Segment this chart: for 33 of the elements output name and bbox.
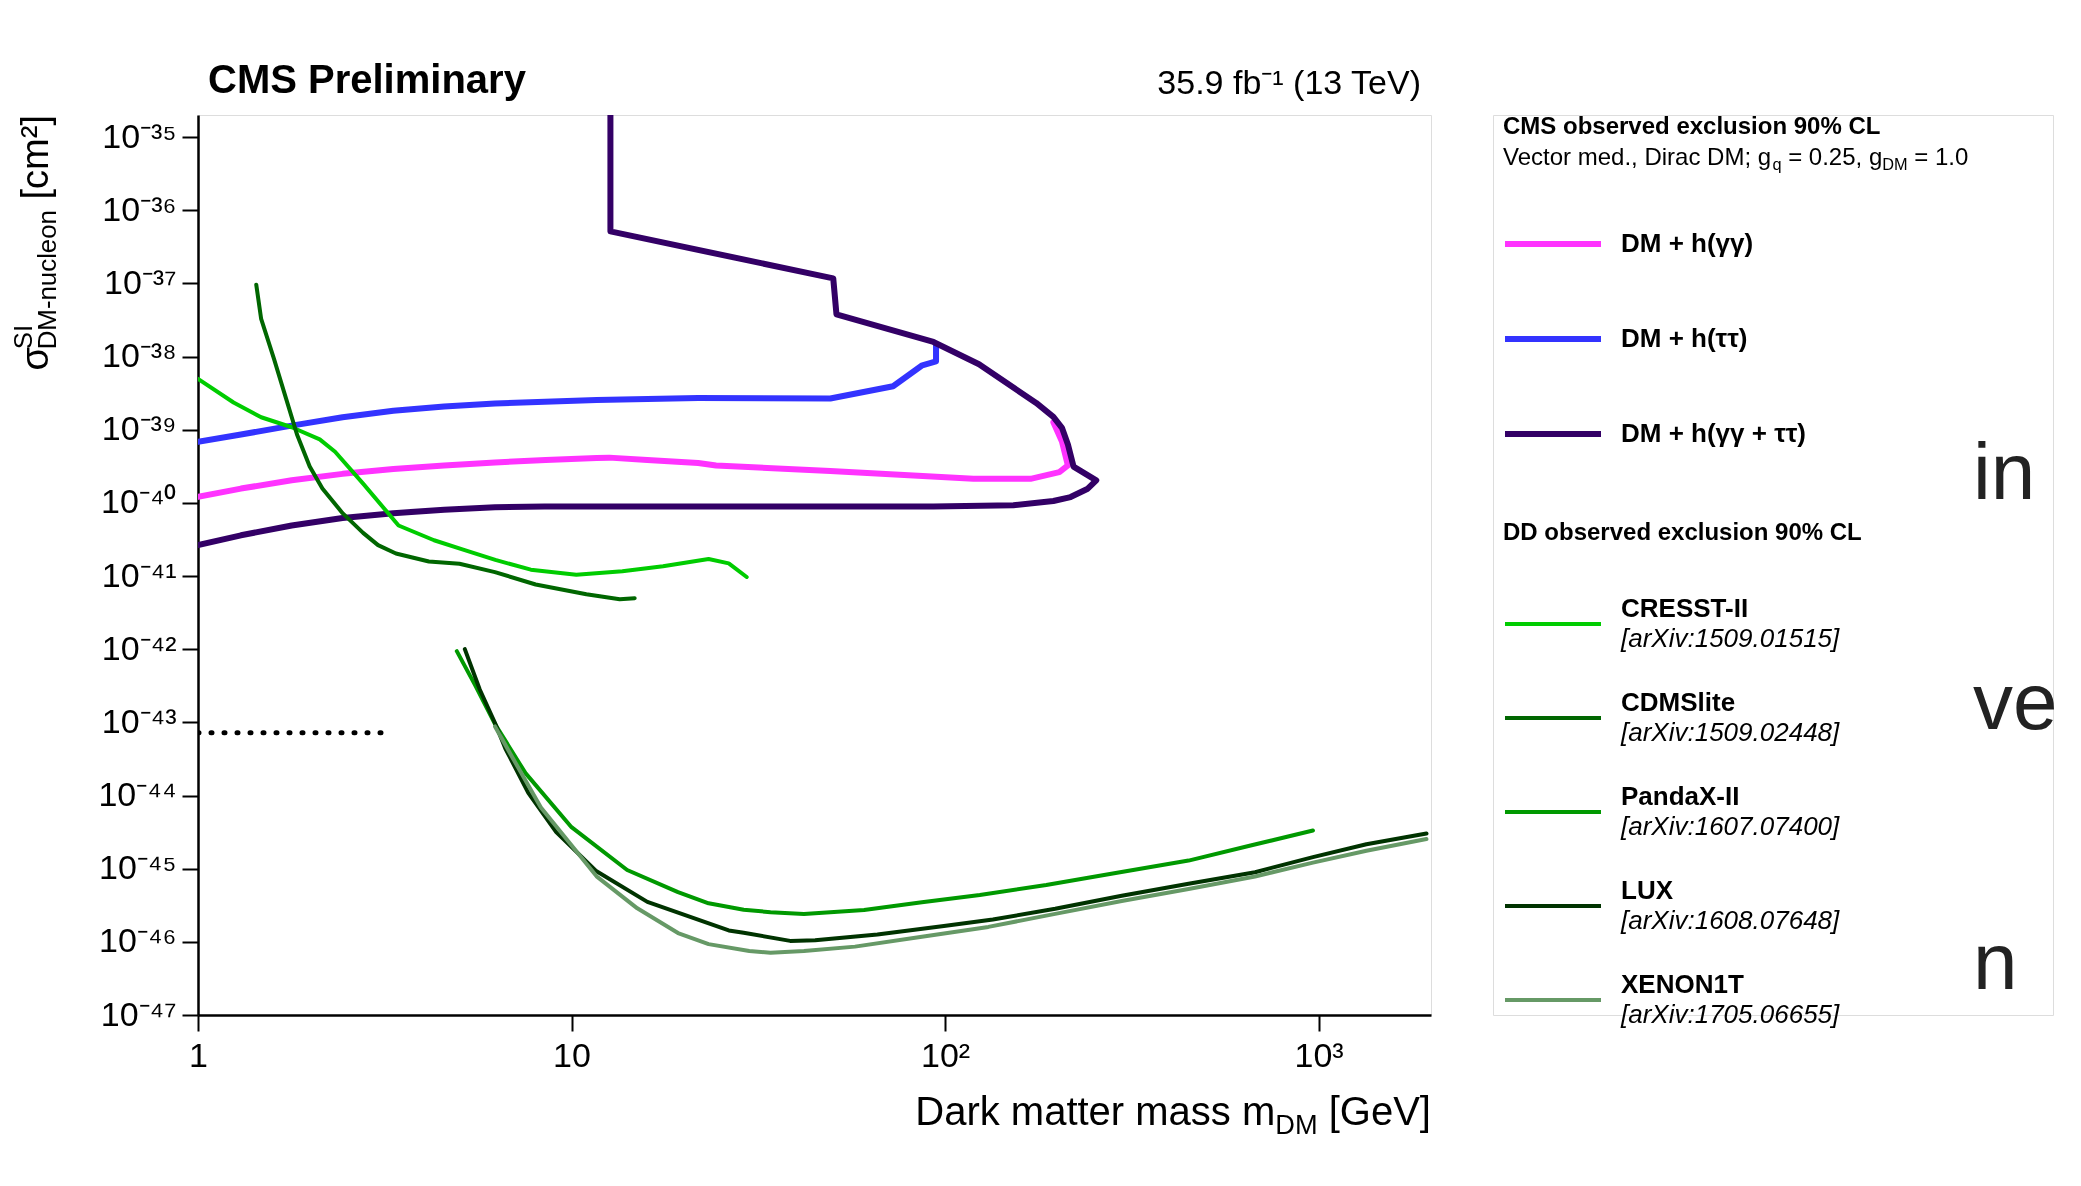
- text: in: [1973, 427, 2036, 516]
- y-tick-label: 10⁻³⁹: [101, 409, 177, 448]
- y-tick-label: 10⁻⁴²: [101, 628, 177, 667]
- legend-title: CMS observed exclusion 90% CL: [1503, 112, 1881, 139]
- legend-label: XENON1T [arXiv:1705.06655]: [1620, 969, 1841, 1029]
- legend-label: LUX [arXiv:1608.07648]: [1620, 875, 1841, 935]
- y-tick-label: 10⁻³⁸: [102, 336, 177, 375]
- legend-label: CDMSlite [arXiv:1509.02448]: [1620, 687, 1841, 747]
- y-tick-label: 10⁻⁴⁶: [99, 921, 177, 960]
- y-tick-label: 10⁻⁴⁴: [98, 775, 177, 814]
- legend-label: DM + h(ττ): [1621, 323, 1748, 353]
- x-tick-label: 10: [553, 1035, 591, 1074]
- y-axis-title: σSIDM-nucleon [cm²]: [9, 115, 62, 371]
- legend-label: DM + h(γγ + ττ): [1621, 418, 1807, 448]
- y-tick-label: 10⁻⁴⁵: [98, 848, 177, 887]
- text: DD observed exclusion 90% CL: [1503, 518, 1862, 545]
- y-tick-label: 10⁻⁴⁷: [100, 994, 177, 1033]
- legend-label: CRESST-II [arXiv:1509.01515]: [1620, 593, 1841, 653]
- y-tick-label: 10⁻⁴¹: [101, 555, 177, 594]
- chart-subtitle: 35.9 fb⁻¹ (13 TeV): [1157, 63, 1421, 101]
- x-tick-label: 1: [189, 1035, 208, 1074]
- x-tick-label: 10²: [920, 1035, 971, 1074]
- x-tick-label: 10³: [1294, 1035, 1344, 1074]
- legend-label: DM + h(γγ): [1621, 228, 1754, 258]
- y-tick-label: 10⁻³⁶: [102, 189, 177, 228]
- chart-title: CMS Preliminary: [208, 57, 527, 101]
- text: ve: [1973, 657, 2058, 746]
- y-tick-label: 10⁻³⁷: [104, 262, 177, 301]
- text: n: [1973, 917, 2018, 1006]
- y-tick-label: 10⁻⁴⁰: [101, 482, 177, 521]
- legend-label: PandaX-II [arXiv:1607.07400]: [1620, 781, 1841, 841]
- y-tick-label: 10⁻⁴³: [101, 701, 177, 740]
- y-tick-label: 10⁻³⁵: [102, 116, 177, 155]
